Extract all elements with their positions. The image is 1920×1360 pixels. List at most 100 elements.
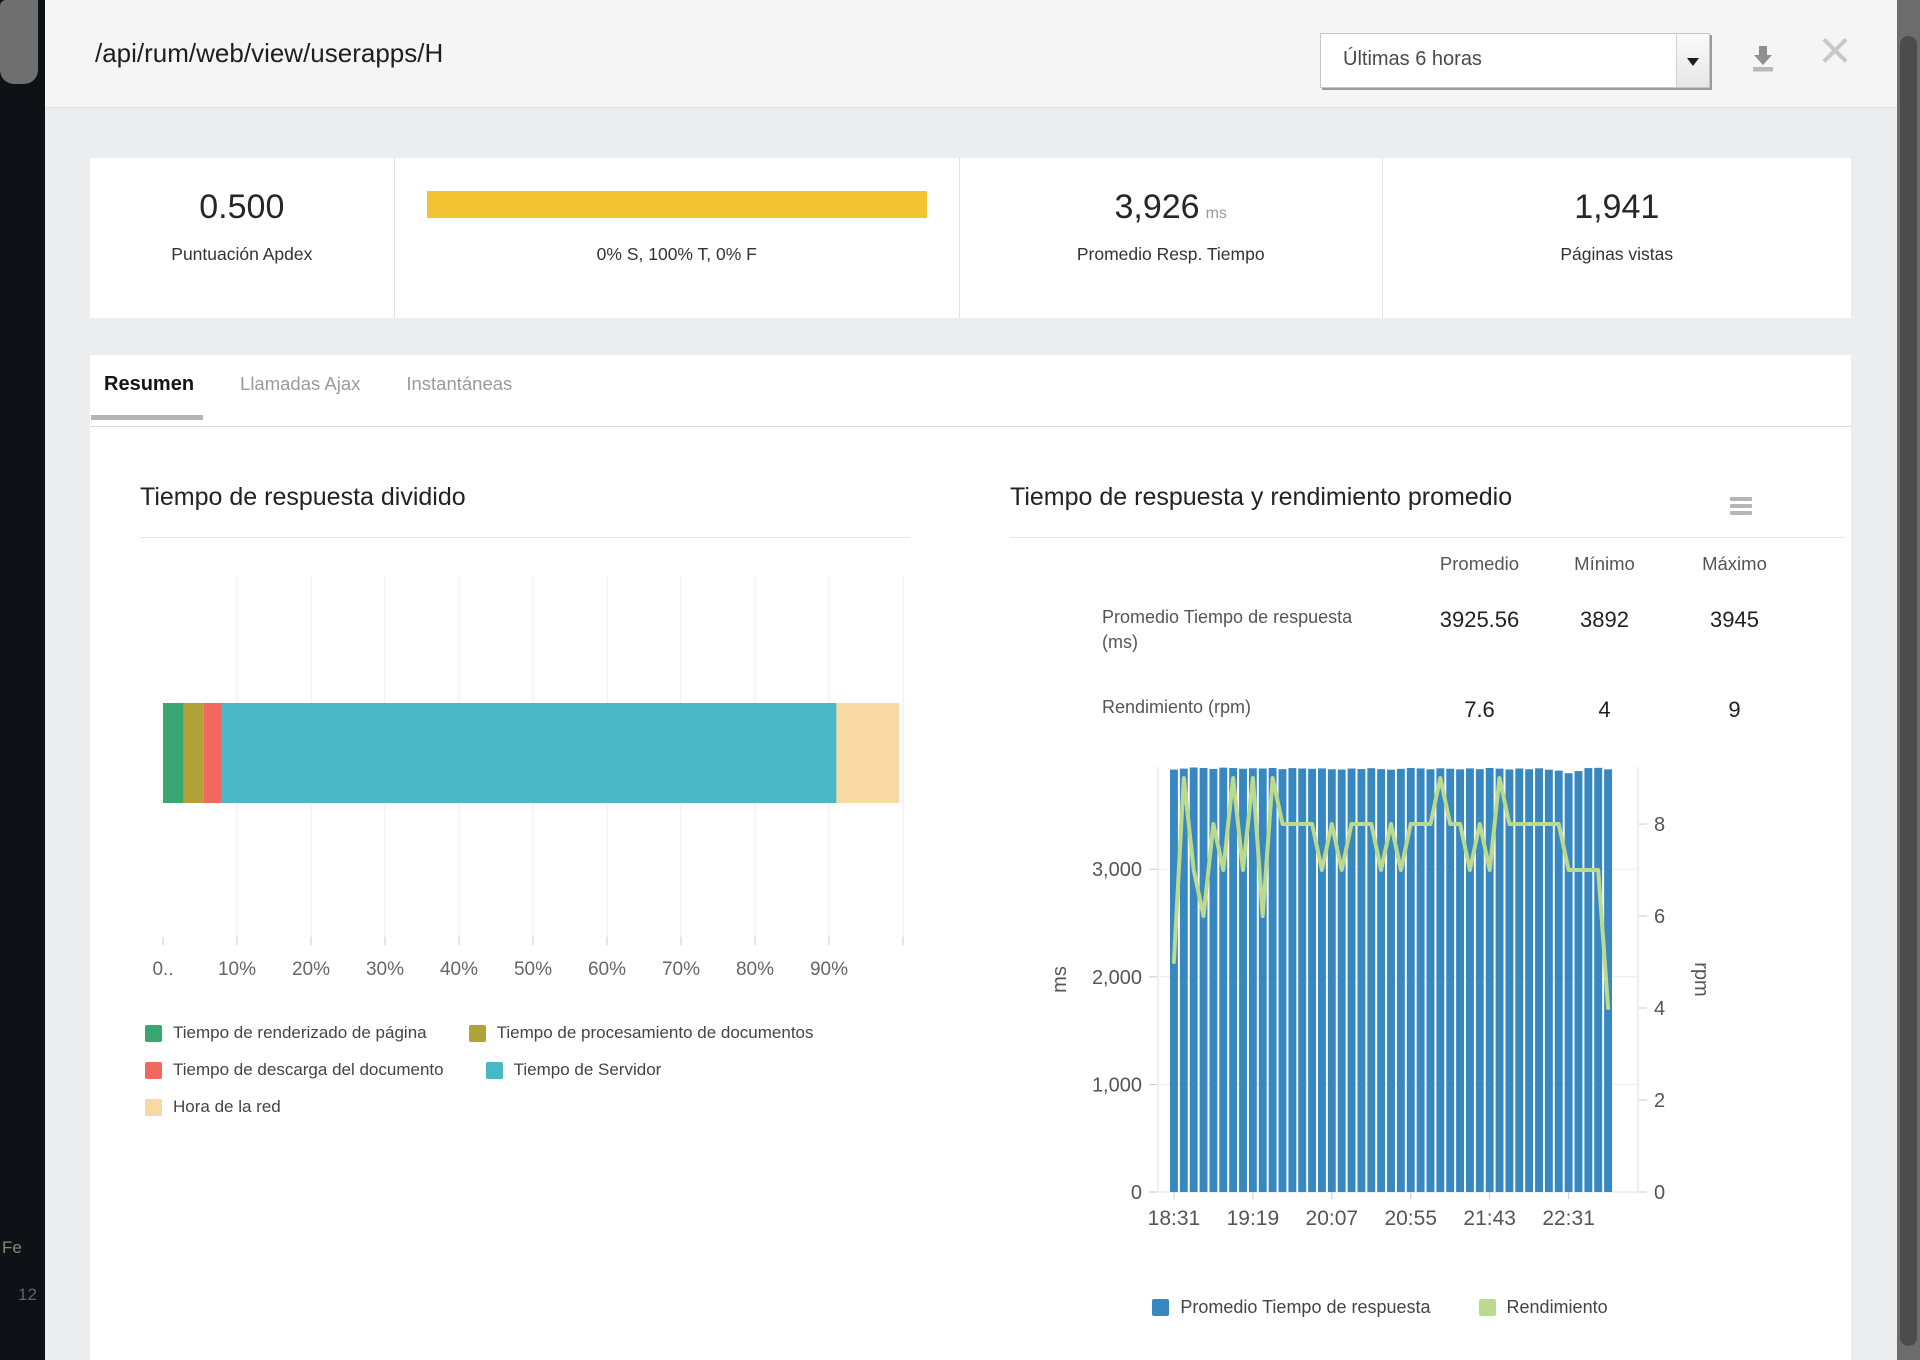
legend-swatch-icon: [1152, 1299, 1170, 1316]
page-views-value: 1,941: [1574, 188, 1660, 226]
response-time-bar: [1426, 769, 1435, 1192]
page-views-stat: 1,941 Páginas vistas: [1383, 158, 1851, 318]
svg-text:90%: 90%: [810, 959, 848, 980]
time-range-select[interactable]: Últimas 6 horas: [1320, 33, 1710, 88]
legend-item[interactable]: Hora de la red: [145, 1097, 281, 1117]
svg-text:22:31: 22:31: [1542, 1207, 1595, 1230]
page-views-label: Páginas vistas: [1560, 244, 1674, 264]
apdex-label: Puntuación Apdex: [171, 244, 313, 264]
response-time-bar: [1535, 768, 1543, 1192]
stacked-bar-segment: [836, 703, 900, 803]
stacked-bar[interactable]: [163, 703, 900, 803]
legend-row: Tiempo de renderizado de página Tiempo de…: [145, 1023, 814, 1043]
legend-label: Tiempo de descarga del documento: [173, 1060, 444, 1079]
avg-response-unit: ms: [1205, 205, 1227, 222]
apdex-distribution-label: 0% S, 100% T, 0% F: [596, 244, 757, 264]
svg-text:0: 0: [1654, 1182, 1665, 1204]
right-chart-legend: Promedio Tiempo de respuesta Rendimiento: [1040, 1297, 1720, 1318]
svg-text:0..: 0..: [152, 959, 173, 980]
main-content-card: Resumen Llamadas Ajax Instantáneas Tiempo …: [90, 355, 1851, 1360]
svg-text:20:55: 20:55: [1384, 1207, 1437, 1230]
response-time-bar: [1436, 768, 1445, 1192]
time-range-value: Últimas 6 horas: [1343, 48, 1482, 70]
select-arrow-button[interactable]: [1676, 34, 1709, 87]
response-time-bar: [1505, 769, 1514, 1192]
response-time-bar: [1327, 769, 1336, 1192]
apdex-value: 0.500: [199, 188, 285, 226]
summary-cell: 3925.56: [1439, 607, 1520, 632]
response-time-bar: [1525, 769, 1534, 1192]
right-chart-title: Tiempo de respuesta y rendimiento promed…: [1010, 483, 1513, 511]
response-time-bar: [1485, 767, 1494, 1192]
response-time-bar: [1268, 767, 1277, 1192]
apdex-distribution-bar: [426, 191, 927, 218]
response-time-bar: [1357, 769, 1366, 1192]
download-icon[interactable]: [1745, 40, 1781, 76]
response-time-bar: [1564, 773, 1573, 1192]
svg-text:30%: 30%: [366, 959, 404, 980]
svg-text:2,000: 2,000: [1092, 967, 1142, 989]
legend-item[interactable]: Tiempo de descarga del documento: [145, 1060, 444, 1080]
response-time-bar: [1337, 769, 1346, 1192]
page-title: /api/rum/web/view/userapps/H: [95, 38, 444, 68]
legend-swatch-icon: [485, 1061, 503, 1079]
response-time-bar: [1377, 769, 1386, 1192]
tab-bar-baseline: [90, 426, 1851, 427]
summary-stats-card: 0.500 Puntuación Apdex 0% S, 100% T, 0% …: [90, 158, 1851, 318]
svg-text:8: 8: [1654, 814, 1665, 836]
svg-text:19:19: 19:19: [1227, 1207, 1280, 1230]
response-time-bar: [1475, 769, 1484, 1192]
window-scrollbar-thumb[interactable]: [1900, 36, 1917, 1346]
response-time-bar: [1318, 768, 1326, 1192]
legend-item[interactable]: Tiempo de procesamiento de documentos: [468, 1023, 814, 1043]
summary-table-corner: [1102, 553, 1417, 599]
svg-text:21:43: 21:43: [1463, 1207, 1516, 1230]
legend-swatch-icon: [468, 1024, 486, 1042]
summary-cell: 4: [1598, 697, 1611, 723]
response-time-bar: [1288, 768, 1297, 1192]
svg-text:10%: 10%: [218, 959, 256, 980]
tab-instant-neas[interactable]: Instantáneas: [406, 373, 513, 394]
response-time-throughput-chart[interactable]: 0 1,000 2,000 3,000 0 2 4 6 8 18:31 19:19 20:07 20:5…: [1040, 755, 1720, 1255]
legend-label: Tiempo de procesamiento de documentos: [496, 1023, 814, 1042]
legend-label: Hora de la red: [173, 1097, 281, 1116]
window-scrollbar-track: [1897, 0, 1920, 1360]
response-time-bars[interactable]: [1170, 767, 1613, 1192]
response-time-bar: [1584, 768, 1593, 1192]
left-chart-title: Tiempo de respuesta dividido: [140, 483, 466, 511]
response-time-bar: [1387, 769, 1395, 1192]
summary-table: Promedio Mínimo Máximo Promedio Tiempo d…: [1102, 553, 1802, 755]
response-time-bar: [1367, 768, 1376, 1192]
legend-item[interactable]: Tiempo de Servidor: [485, 1060, 661, 1080]
summary-cell: 9: [1728, 697, 1741, 723]
svg-text:1,000: 1,000: [1092, 1074, 1142, 1096]
summary-cell: 3892: [1580, 607, 1629, 632]
avg-response-value: 3,926 ms: [960, 188, 1382, 227]
legend-item[interactable]: Promedio Tiempo de respuesta: [1152, 1297, 1431, 1318]
legend-item[interactable]: Rendimiento: [1478, 1297, 1608, 1318]
response-time-bar: [1179, 768, 1188, 1192]
legend-row: Hora de la red: [145, 1097, 814, 1117]
background-text-fragment: 12: [18, 1285, 37, 1304]
svg-text:3,000: 3,000: [1092, 859, 1142, 881]
tab-llamadas-ajax[interactable]: Llamadas Ajax: [240, 373, 361, 394]
svg-text:20%: 20%: [292, 959, 330, 980]
rum-detail-modal: /api/rum/web/view/userapps/H Últimas 6 h…: [45, 0, 1897, 1360]
tab-resumen[interactable]: Resumen: [90, 373, 204, 420]
chart-menu-icon[interactable]: [1730, 497, 1752, 518]
svg-text:40%: 40%: [440, 959, 478, 980]
summary-row-label: Promedio Tiempo de respuesta (ms): [1102, 607, 1353, 653]
left-chart-divider: [140, 537, 910, 538]
apdex-stat: 0.500 Puntuación Apdex: [90, 158, 395, 318]
response-time-bar: [1189, 767, 1198, 1192]
left-chart-legend: Tiempo de renderizado de página Tiempo de…: [145, 1023, 814, 1117]
svg-text:70%: 70%: [662, 959, 700, 980]
modal-header: /api/rum/web/view/userapps/H Últimas 6 h…: [45, 0, 1897, 108]
stacked-bar-segment: [183, 703, 204, 803]
legend-item[interactable]: Tiempo de renderizado de página: [145, 1023, 427, 1043]
response-time-bar: [1308, 768, 1317, 1192]
response-time-split-chart[interactable]: 0.. 10% 20% 30% 40% 50% 60% 70% 80% 90%: [130, 565, 930, 980]
legend-label: Rendimiento: [1506, 1297, 1608, 1317]
close-icon[interactable]: ×: [1818, 18, 1852, 81]
